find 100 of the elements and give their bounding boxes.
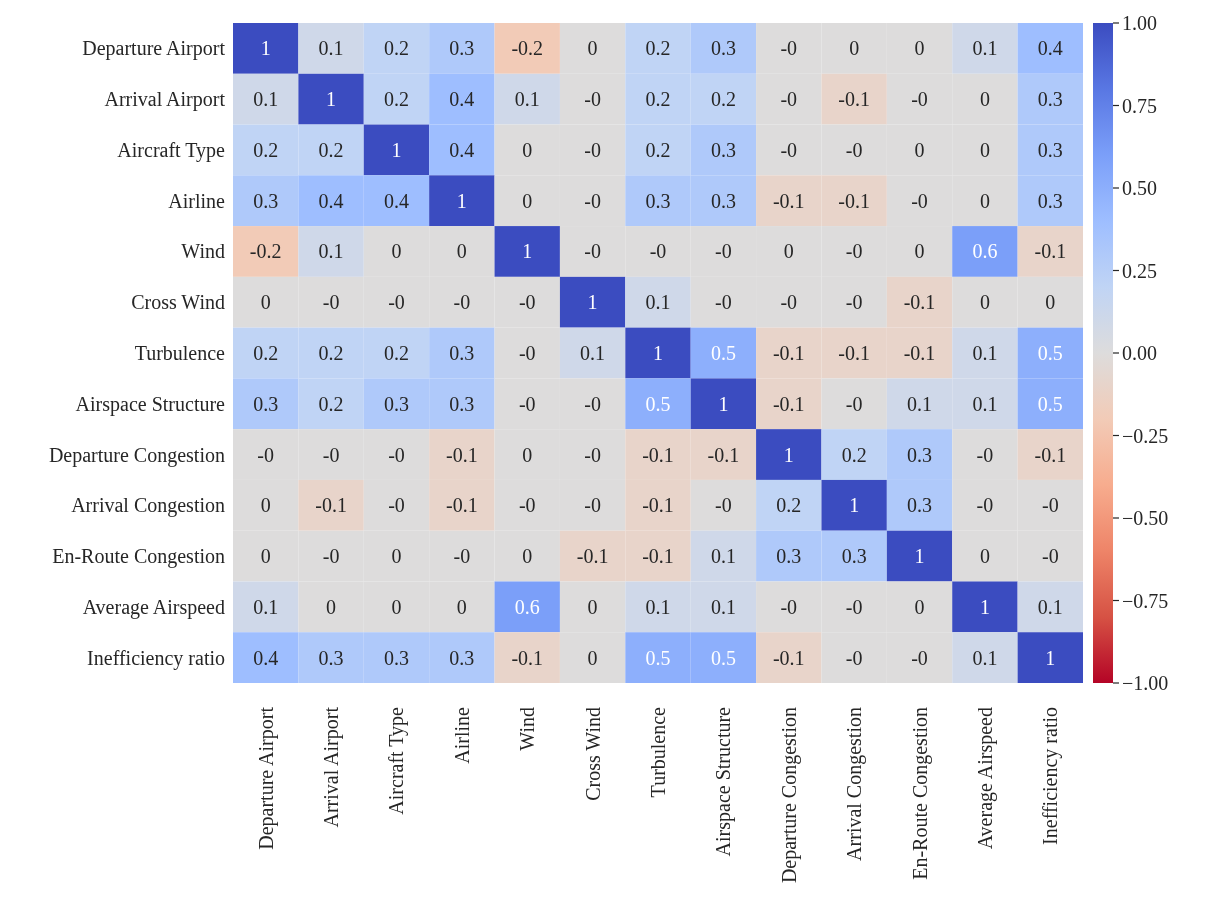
data-label: 0.3 — [253, 392, 279, 415]
data-label: 0 — [522, 189, 533, 212]
data-label: -0.1 — [1034, 443, 1067, 466]
data-label: 0.2 — [645, 88, 671, 111]
data-label: -0 — [584, 88, 601, 111]
y-tick-label: Arrival Airport — [104, 88, 226, 112]
data-label: 0 — [979, 88, 990, 111]
data-label: 0.5 — [645, 646, 671, 669]
x-tick-label: Airspace Structure — [712, 706, 736, 857]
data-label: -0.1 — [903, 342, 936, 364]
data-label: 0 — [456, 240, 467, 263]
y-tick-label: En-Route Congestion — [52, 545, 225, 569]
data-label: -0 — [388, 291, 405, 314]
data-label: 0 — [391, 240, 402, 263]
data-label: -0 — [257, 443, 275, 466]
data-label: 0.6 — [972, 240, 998, 263]
data-label: 0.1 — [972, 37, 998, 60]
data-label: -0.1 — [772, 342, 805, 364]
data-label: 0.3 — [383, 646, 409, 669]
data-label: -0.1 — [903, 291, 936, 314]
data-label: 0 — [391, 545, 402, 568]
data-label: 0.1 — [253, 88, 279, 111]
data-label: -0 — [322, 291, 340, 314]
data-label: 0 — [914, 138, 925, 161]
data-label: 1 — [391, 138, 402, 161]
data-label: 0.1 — [710, 545, 736, 568]
data-label: -0.1 — [642, 494, 674, 517]
data-label: 0.3 — [1037, 138, 1063, 161]
data-label: 1 — [260, 37, 271, 60]
data-label: -0.1 — [511, 646, 544, 669]
data-label: -0 — [780, 291, 798, 314]
x-tick-label: Wind — [516, 707, 539, 751]
data-label: -0 — [584, 494, 601, 517]
data-label: 0 — [914, 240, 925, 263]
data-label: 0.3 — [449, 392, 475, 415]
y-tick-label: Turbulence — [134, 342, 226, 364]
data-label: -0.1 — [838, 88, 870, 111]
data-label: -0.1 — [707, 443, 740, 466]
data-label: 0.3 — [449, 37, 475, 60]
data-label: -0 — [780, 595, 798, 618]
data-label: 0.3 — [710, 189, 736, 212]
data-label: 1 — [522, 240, 533, 263]
data-label: 0.1 — [318, 37, 344, 60]
data-label: 1 — [914, 545, 925, 568]
data-label: -0.1 — [446, 443, 478, 466]
data-label: 0.3 — [841, 545, 867, 568]
data-label: 0.3 — [1037, 88, 1063, 111]
data-label: 0 — [456, 595, 467, 618]
y-tick-label: Airline — [168, 189, 226, 212]
data-label: 0.4 — [449, 88, 475, 111]
data-label: -0 — [845, 138, 863, 161]
x-tick-label: Departure Congestion — [777, 707, 801, 884]
data-label: -0 — [780, 88, 798, 111]
data-label: 0 — [391, 595, 402, 618]
x-tick-label: Turbulence — [647, 706, 669, 798]
data-label: 0 — [326, 595, 337, 618]
x-tick-label: Cross Wind — [581, 707, 604, 801]
data-label: 0.3 — [318, 646, 344, 669]
x-tick-label: Inefficiency ratio — [1039, 707, 1063, 845]
data-label: -0 — [911, 88, 928, 111]
data-label: 0.5 — [710, 646, 736, 669]
data-label: 0 — [849, 37, 860, 60]
data-label: 0.3 — [253, 189, 279, 212]
color-bar-label: −1.00 — [1122, 672, 1169, 694]
data-label: -0.1 — [576, 545, 609, 568]
data-label: 0 — [979, 291, 990, 314]
data-label: -0.1 — [1034, 240, 1067, 263]
data-label: 0 — [979, 545, 990, 568]
data-label: 0 — [260, 494, 271, 517]
color-bar-label: 0.50 — [1122, 177, 1157, 199]
data-label: -0 — [584, 392, 601, 415]
data-label: -0.1 — [838, 189, 870, 212]
data-label: 0 — [979, 138, 990, 161]
data-label: 0.2 — [645, 138, 671, 161]
y-tick-label: Departure Airport — [82, 37, 226, 61]
data-label: 0.4 — [318, 189, 344, 212]
data-label: -0.1 — [772, 392, 805, 415]
data-label: 0 — [914, 595, 925, 618]
data-label: -0 — [976, 494, 994, 517]
y-tick-label: Average Airspeed — [82, 595, 225, 619]
data-label: 0.3 — [449, 646, 475, 669]
data-label: -0 — [453, 545, 471, 568]
data-label: -0.1 — [838, 342, 870, 364]
data-label: -0 — [976, 443, 994, 466]
data-label: 0.1 — [514, 88, 540, 111]
data-label: -0 — [584, 138, 601, 161]
data-label: 0 — [914, 37, 925, 60]
data-label: 0 — [979, 189, 990, 212]
data-label: 0.1 — [318, 240, 344, 263]
data-label: -0 — [649, 240, 667, 263]
data-label: 0 — [587, 595, 598, 618]
data-label: -0 — [322, 545, 340, 568]
data-label: 1 — [1045, 646, 1056, 669]
data-label: 0.6 — [514, 595, 540, 618]
y-tick-label: Inefficiency ratio — [87, 646, 225, 670]
data-label: -0 — [584, 240, 601, 263]
data-label: -0 — [845, 646, 863, 669]
x-tick-label: Airline — [450, 706, 473, 764]
color-bar-label: 1.00 — [1122, 12, 1157, 34]
data-label: 0.2 — [318, 342, 344, 364]
